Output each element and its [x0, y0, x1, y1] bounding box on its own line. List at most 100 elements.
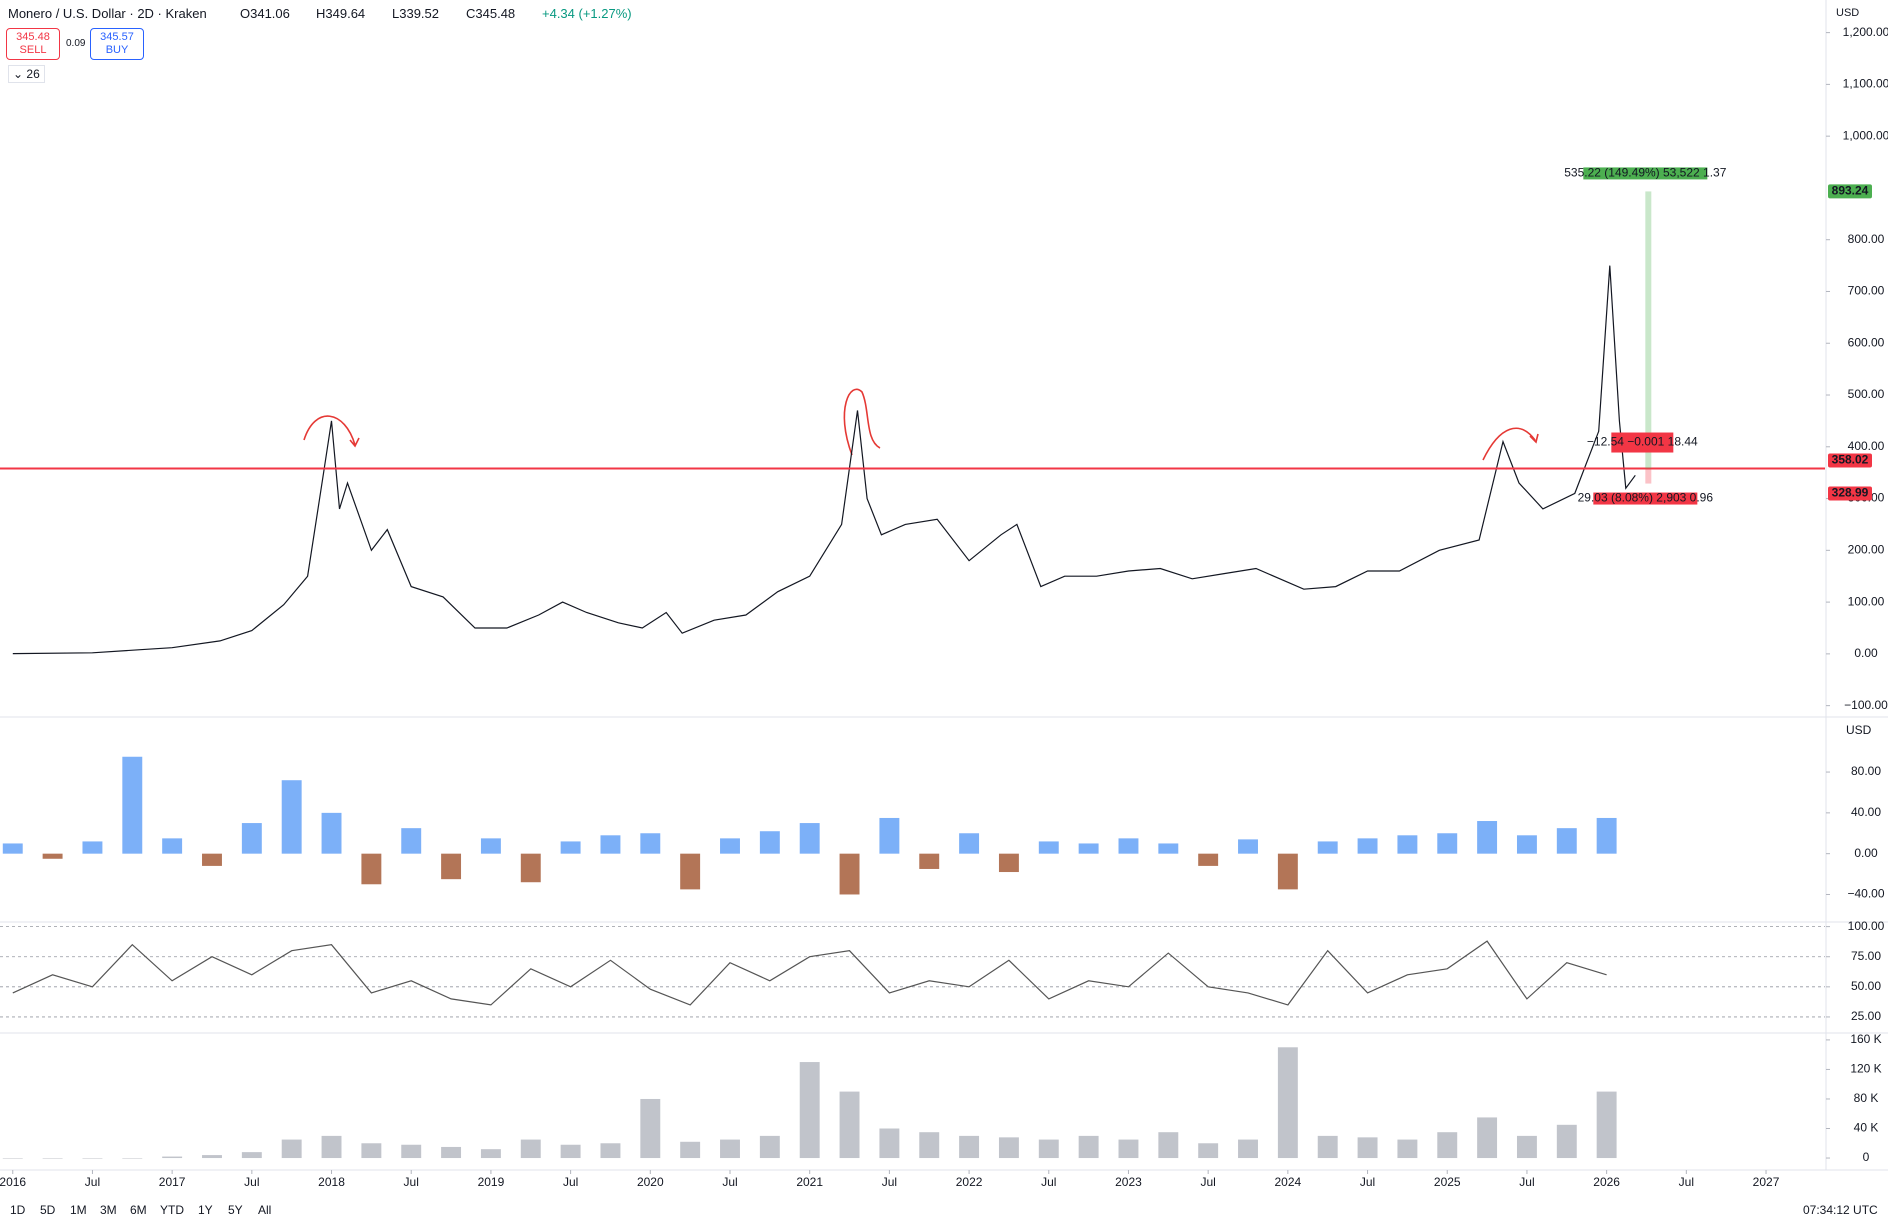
measure-box: [1583, 167, 1708, 180]
sell-label: SELL: [19, 44, 47, 56]
y-tick-label: 50.00: [1851, 979, 1881, 993]
bar: [1357, 838, 1378, 854]
x-tick-label: Jul: [882, 1175, 897, 1189]
x-tick-label: 2027: [1753, 1175, 1780, 1189]
indicators-toggle[interactable]: ⌄ 26: [8, 65, 45, 83]
bar: [480, 838, 501, 854]
x-tick-label: Jul: [1360, 1175, 1375, 1189]
x-tick-label: Jul: [563, 1175, 578, 1189]
bar: [919, 1132, 940, 1159]
bar: [1078, 843, 1099, 854]
range-button[interactable]: 1Y: [198, 1203, 213, 1217]
x-tick-label: 2025: [1434, 1175, 1461, 1189]
bar: [1198, 853, 1219, 866]
ohlc-open: O341.06: [240, 6, 290, 21]
bar: [1437, 1132, 1458, 1159]
price-tag: [1828, 486, 1872, 501]
bar: [1437, 833, 1458, 854]
y-tick-label: 100.00: [1848, 594, 1885, 608]
sell-button[interactable]: 345.48 SELL: [6, 28, 60, 60]
x-tick-label: 2020: [637, 1175, 664, 1189]
currency[interactable]: USD: [1836, 7, 1860, 19]
y-tick-label: 0: [1863, 1150, 1870, 1164]
bar: [640, 833, 661, 854]
x-tick-label: 2024: [1275, 1175, 1302, 1189]
bar: [759, 1135, 780, 1159]
bar: [2, 1158, 23, 1159]
bar: [560, 1144, 581, 1159]
bar: [839, 853, 860, 895]
bar: [162, 838, 183, 854]
bar: [680, 1141, 701, 1159]
y-tick-label: 700.00: [1848, 284, 1885, 298]
bar: [919, 853, 940, 869]
x-tick-label: 2016: [0, 1175, 26, 1189]
bar: [202, 1155, 222, 1159]
bar: [361, 1143, 382, 1159]
bar: [1118, 1139, 1139, 1159]
range-button[interactable]: 5D: [40, 1203, 56, 1217]
y-tick-label: 160 K: [1850, 1032, 1881, 1046]
bar: [1477, 1117, 1498, 1159]
bar: [281, 780, 302, 854]
bar: [1277, 853, 1298, 890]
y-tick-label: 200.00: [1848, 543, 1885, 557]
range-button[interactable]: 5Y: [228, 1203, 243, 1217]
range-button[interactable]: 3M: [100, 1203, 117, 1217]
range-button[interactable]: 1M: [70, 1203, 87, 1217]
bar: [998, 1137, 1019, 1159]
bar: [879, 1128, 900, 1159]
x-tick-label: Jul: [244, 1175, 259, 1189]
bar: [1317, 1135, 1338, 1159]
bar: [1238, 1139, 1258, 1159]
x-tick-label: 2019: [478, 1175, 505, 1189]
price-tag-label: 358.02: [1832, 453, 1869, 467]
price-tag-label: 893.24: [1832, 184, 1869, 198]
y-tick-label: 100.00: [1848, 919, 1885, 933]
x-tick-label: Jul: [1200, 1175, 1215, 1189]
bar: [82, 1158, 103, 1159]
hand-arrow: [303, 415, 356, 446]
bar: [759, 831, 780, 854]
bar: [839, 1091, 860, 1159]
bar: [162, 1156, 183, 1159]
measure-range: [1645, 191, 1652, 469]
y-tick-label: 1,000.00: [1843, 128, 1888, 142]
y-tick-label: 80 K: [1854, 1091, 1879, 1105]
price-tag: [1828, 184, 1872, 199]
bar: [1397, 1139, 1418, 1159]
bar: [202, 853, 222, 866]
buy-label: BUY: [105, 44, 129, 56]
bar: [720, 1139, 740, 1159]
x-tick-label: 2026: [1593, 1175, 1620, 1189]
bar: [401, 828, 422, 854]
buy-button[interactable]: 345.57 BUY: [90, 28, 144, 60]
ohlc-change: +4.34 (+1.27%): [542, 6, 632, 21]
range-button[interactable]: 6M: [130, 1203, 147, 1217]
symbol[interactable]: Monero / U.S. Dollar · 2D · Kraken: [8, 6, 207, 21]
x-tick-label: Jul: [404, 1175, 419, 1189]
range-button[interactable]: 1D: [10, 1203, 26, 1217]
bar: [959, 1135, 980, 1159]
bar: [441, 853, 462, 880]
bar: [600, 835, 621, 854]
bar: [401, 1144, 422, 1159]
range-button[interactable]: All: [258, 1203, 272, 1217]
cursor-box: [1611, 432, 1674, 453]
bar: [1118, 838, 1139, 854]
y-tick-label: 800.00: [1848, 232, 1885, 246]
drawing: [303, 388, 1539, 461]
y-tick-label: −100.00: [1844, 698, 1888, 712]
y-tick-label: 0.00: [1854, 846, 1878, 860]
indicator-count: 26: [26, 67, 40, 81]
bar: [959, 833, 980, 854]
measure-range: [1645, 468, 1652, 484]
range-button[interactable]: YTD: [160, 1203, 184, 1217]
bar: [640, 1098, 661, 1159]
bar: [1477, 821, 1498, 854]
bar: [520, 1139, 541, 1159]
y-tick-label: 1,100.00: [1843, 77, 1888, 91]
bar: [42, 853, 63, 859]
